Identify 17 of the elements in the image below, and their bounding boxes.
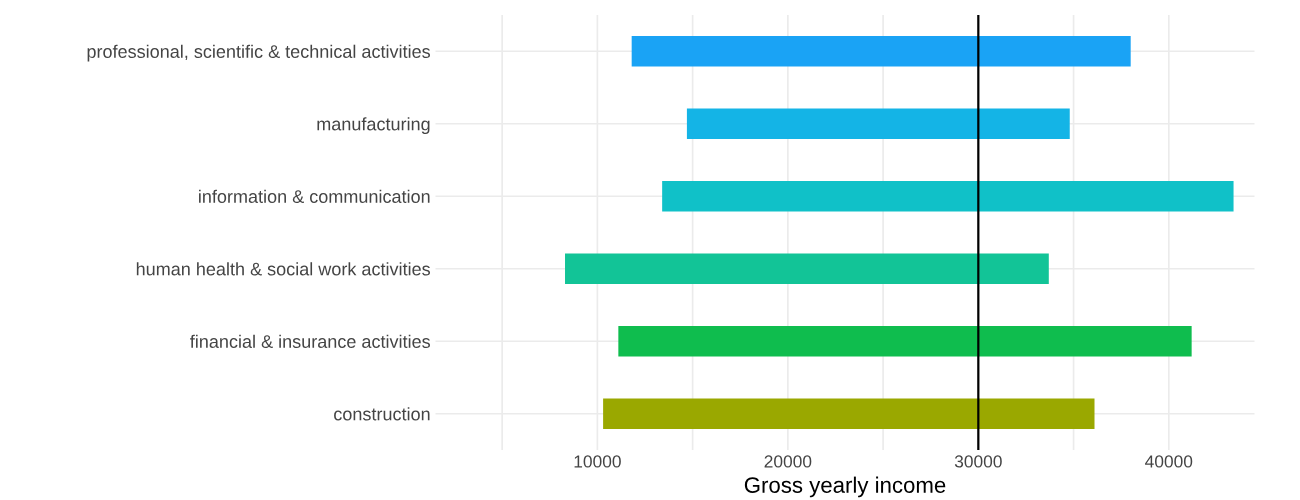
x-axis-title: Gross yearly income [744, 476, 946, 498]
y-tick-label: human health & social work activities [136, 262, 430, 276]
x-tick-label: 30000 [954, 455, 1002, 468]
bar [686, 108, 1070, 139]
x-tick-label: 20000 [764, 455, 812, 468]
y-tick-label: information & communication [199, 189, 430, 203]
y-tick-label: financial & insurance activities [190, 334, 430, 348]
x-tick-label: 40000 [1145, 455, 1193, 468]
bar [631, 36, 1131, 67]
y-tick-label: manufacturing [317, 117, 430, 135]
y-tick-label: professional, scientific & technical activities [87, 44, 430, 62]
bar [603, 398, 1095, 429]
bar [618, 326, 1192, 357]
bar [662, 181, 1234, 212]
x-tick-label: 10000 [574, 455, 621, 468]
bar [565, 253, 1049, 284]
y-tick-label: construction [334, 407, 430, 421]
